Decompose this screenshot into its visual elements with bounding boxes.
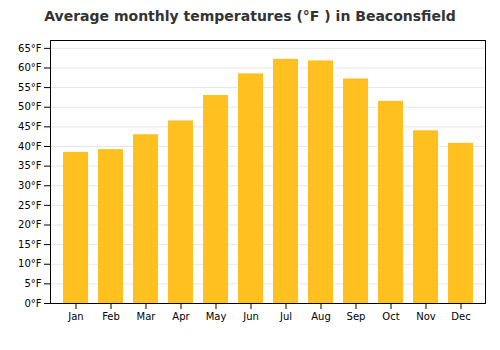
svg-text:Jul: Jul — [279, 311, 292, 322]
svg-text:5°F: 5°F — [24, 278, 41, 289]
svg-text:Mar: Mar — [137, 311, 157, 322]
html-text:Average monthly temperatures (: Average monthly temperatures (°F ) in Be… — [44, 8, 456, 24]
svg-text:Oct: Oct — [382, 311, 399, 322]
svg-text:Jun: Jun — [242, 311, 259, 322]
svg-text:Feb: Feb — [102, 311, 120, 322]
svg-text:10°F: 10°F — [18, 258, 42, 269]
svg-text:35°F: 35°F — [18, 160, 42, 171]
svg-text:0°F: 0°F — [24, 298, 41, 309]
svg-text:45°F: 45°F — [18, 121, 42, 132]
svg-text:55°F: 55°F — [18, 82, 42, 93]
svg-text:20°F: 20°F — [18, 219, 42, 230]
svg-text:Apr: Apr — [172, 311, 190, 322]
svg-text:Sep: Sep — [347, 311, 366, 322]
svg-text:60°F: 60°F — [18, 62, 42, 73]
svg-text:May: May — [206, 311, 227, 322]
svg-text:Aug: Aug — [311, 311, 331, 322]
svg-text:50°F: 50°F — [18, 101, 42, 112]
svg-text:40°F: 40°F — [18, 141, 42, 152]
svg-text:15°F: 15°F — [18, 239, 42, 250]
svg-text:25°F: 25°F — [18, 200, 42, 211]
svg-text:Nov: Nov — [416, 311, 436, 322]
svg-text:Jan: Jan — [67, 311, 83, 322]
svg-text:Dec: Dec — [451, 311, 470, 322]
svg-text:65°F: 65°F — [18, 43, 42, 54]
svg-text:30°F: 30°F — [18, 180, 42, 191]
